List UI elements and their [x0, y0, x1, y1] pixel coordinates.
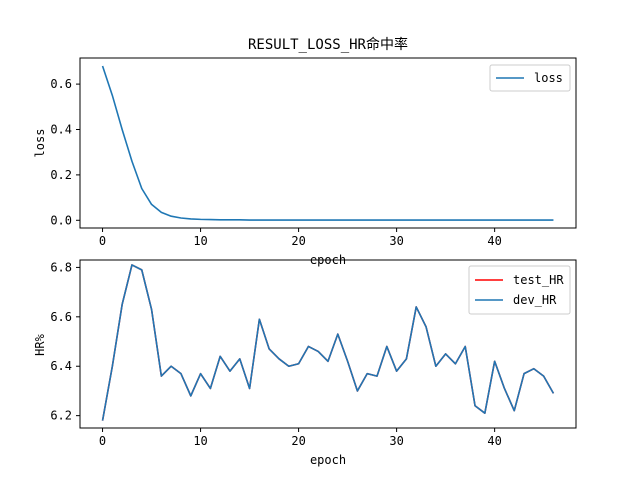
- legend: loss: [489, 64, 571, 92]
- x-tick-label: 30: [389, 434, 403, 448]
- y-axis-label: loss: [33, 129, 47, 158]
- chart-title: RESULT_LOSS_HR命中率: [248, 36, 408, 53]
- x-tick-label: 20: [291, 234, 305, 248]
- legend-entry: test_HR: [513, 273, 564, 287]
- x-tick-label: 0: [99, 434, 106, 448]
- y-tick-label: 6.2: [50, 409, 72, 423]
- y-tick-label: 6.8: [50, 260, 72, 274]
- y-tick-label: 0.4: [50, 122, 72, 136]
- legend-box: [468, 265, 571, 315]
- x-tick-label: 10: [193, 434, 207, 448]
- x-tick-label: 30: [389, 234, 403, 248]
- series-line-loss: [101, 65, 554, 221]
- loss-chart: RESULT_LOSS_HR命中率 loss epoch 0 10 20 30 400.…: [33, 36, 577, 267]
- x-axis-label: epoch: [310, 453, 346, 467]
- series-line-dev-hr: [101, 264, 555, 421]
- y-axis-label: HR%: [33, 333, 47, 355]
- y-tick-label: 0.2: [50, 168, 72, 182]
- x-tick-label: 10: [193, 234, 207, 248]
- legend: test_HR dev_HR: [468, 265, 571, 315]
- plot-frame: [79, 259, 577, 429]
- x-tick-label: 40: [487, 234, 501, 248]
- legend-entry: loss: [534, 71, 563, 85]
- y-tick-label: 0.6: [50, 77, 72, 91]
- x-tick-label: 0: [99, 234, 106, 248]
- x-tick-label: 40: [487, 434, 501, 448]
- y-tick-label: 0.0: [50, 213, 72, 227]
- plot-frame: [79, 57, 577, 229]
- y-tick-label: 6.6: [50, 310, 72, 324]
- hr-chart: HR% epoch 0 10 20 30 40 6.2 6.4 6.6 6.8 test_HRde…: [33, 259, 577, 467]
- legend-entry: dev_HR: [513, 293, 557, 307]
- x-tick-label: 20: [291, 434, 305, 448]
- legend-box: [489, 64, 571, 92]
- y-tick-label: 6.4: [50, 359, 72, 373]
